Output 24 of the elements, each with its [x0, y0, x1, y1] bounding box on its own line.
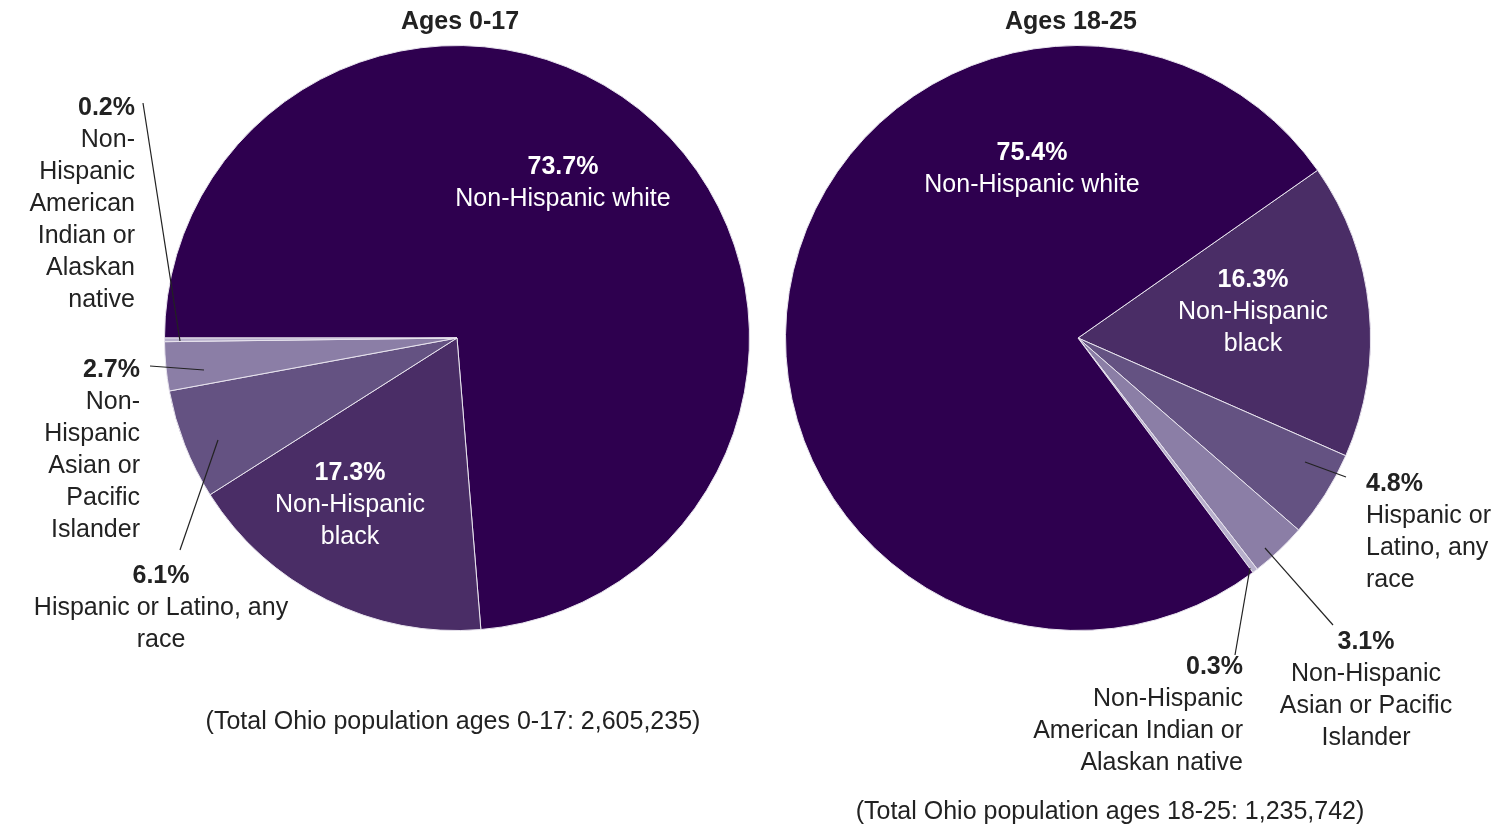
slice-label: Non-Hispanic American Indian or Alaskan native	[1033, 682, 1243, 775]
chart-title: Ages 18-25	[1004, 5, 1138, 34]
text: (Total Ohio population ages 18-25: 1,235,742)	[855, 795, 1365, 824]
slice-label: Non-Hispanic white	[924, 168, 1140, 197]
slice-label: Non-Hispanic black	[1177, 295, 1329, 356]
slice-label: Non-Hispanic black	[274, 488, 426, 549]
data-label: 3.1%	[1337, 625, 1395, 654]
slice-label: Non-Hispanic American Indian or Alaskan native	[29, 123, 135, 312]
data-label: 16.3%	[1217, 263, 1289, 292]
data-label: 4.8%	[1366, 467, 1423, 496]
slice-label: Non-Hispanic Asian or Pacific Islander	[44, 385, 140, 542]
chart-title: Ages 0-17	[400, 5, 520, 34]
slice-label: Hispanic or Latino, any race	[33, 591, 289, 652]
slice-label: Non-Hispanic white	[455, 182, 671, 211]
slice-label: Non-Hispanic Asian or Pacific Islander	[1279, 657, 1453, 750]
data-label: 2.7%	[83, 353, 140, 382]
data-label: 73.7%	[527, 150, 599, 179]
data-label: 17.3%	[314, 456, 386, 485]
data-label: 0.2%	[78, 91, 135, 120]
text: (Total Ohio population ages 0-17: 2,605,235)	[205, 705, 701, 734]
data-label: 75.4%	[996, 136, 1068, 165]
data-label: 0.3%	[1186, 650, 1243, 679]
slice-label: Hispanic or Latino, any race	[1366, 499, 1492, 592]
data-label: 6.1%	[132, 559, 190, 588]
